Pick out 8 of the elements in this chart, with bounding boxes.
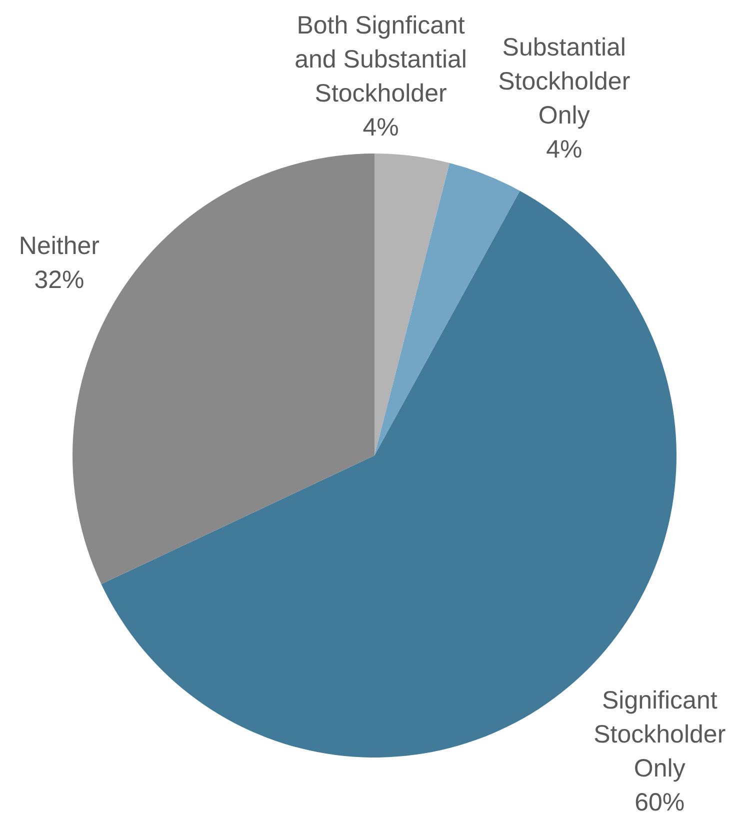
slice-label: Both Signficant and Substantial Stockholder — [294, 12, 467, 108]
slice-label: Neither — [18, 232, 100, 260]
data-label: 60% — [634, 788, 685, 816]
data-label: 4% — [362, 114, 399, 142]
data-label: 4% — [546, 136, 582, 164]
slice-label: Significant Stockholder Only — [594, 686, 726, 782]
data-label: 32% — [34, 266, 84, 294]
slice-label: Substantial Stockholder Only — [498, 34, 630, 130]
